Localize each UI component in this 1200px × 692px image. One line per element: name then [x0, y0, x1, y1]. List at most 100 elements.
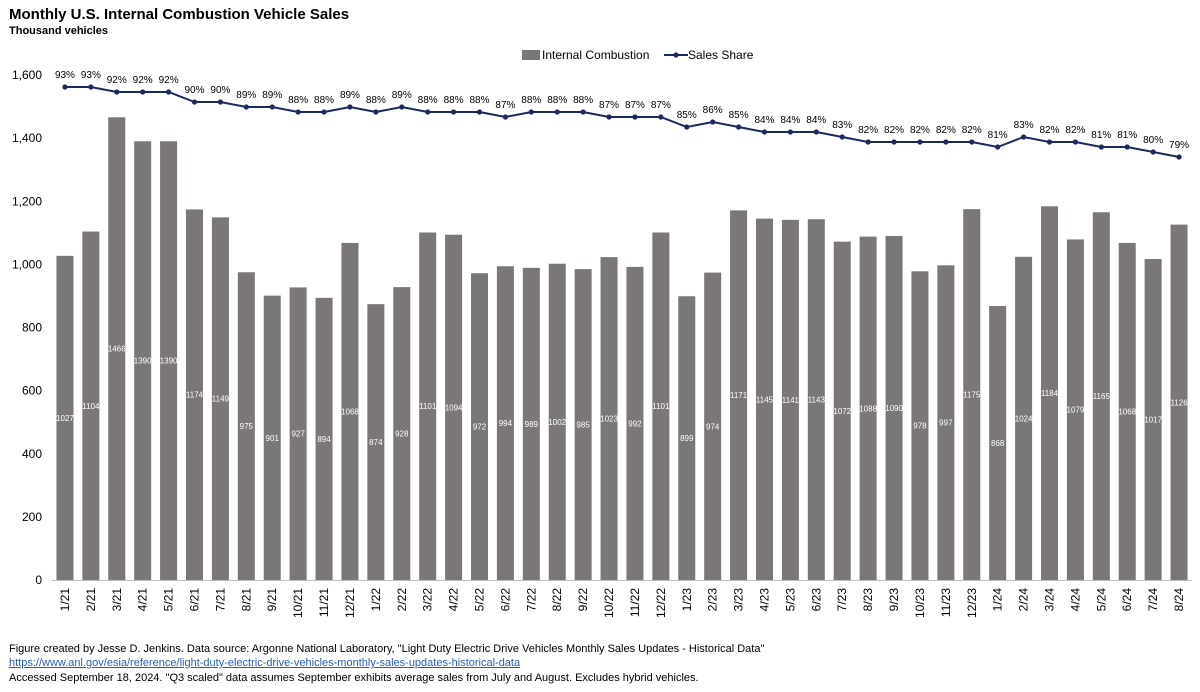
ice-bar [963, 209, 981, 580]
x-tick-label: 11/22 [628, 588, 642, 617]
bar-value-label: 1165 [1093, 392, 1111, 401]
sales-share-label: 82% [858, 125, 878, 136]
bar-value-label: 1390 [134, 357, 152, 366]
bar-value-label: 1174 [186, 391, 204, 400]
sales-share-label: 87% [495, 100, 515, 111]
bar-value-label: 1101 [419, 402, 437, 411]
x-tick-label: 5/21 [162, 588, 176, 612]
ice-bar [652, 232, 670, 580]
ice-bar [522, 267, 540, 580]
bar-value-label: 972 [473, 423, 487, 432]
bar-value-label: 985 [576, 421, 590, 430]
sales-share-point [347, 104, 353, 110]
x-tick-label: 4/22 [447, 588, 461, 612]
x-tick-label: 12/22 [654, 588, 668, 618]
sales-share-point [865, 139, 871, 145]
x-tick-label: 10/22 [602, 588, 616, 618]
sales-share-point [943, 139, 949, 145]
x-tick-label: 8/22 [550, 588, 564, 612]
sales-share-label: 93% [55, 70, 75, 81]
x-tick-label: 7/22 [524, 588, 538, 612]
footer-source-text: Figure created by Jesse D. Jenkins. Data… [9, 643, 765, 655]
sales-share-label: 84% [806, 115, 826, 126]
y-tick-label: 400 [22, 447, 42, 461]
sales-share-point [839, 134, 845, 140]
bar-value-label: 1017 [1144, 416, 1162, 425]
bar-value-label: 1149 [212, 395, 230, 404]
bar-value-label: 974 [706, 422, 720, 431]
bar-value-label: 1175 [963, 391, 981, 400]
sales-share-label: 82% [1065, 125, 1085, 136]
bar-value-label: 927 [291, 430, 305, 439]
sales-share-label: 92% [107, 75, 127, 86]
sales-share-point [217, 99, 224, 105]
x-tick-label: 6/21 [188, 588, 202, 612]
bar-value-label: 928 [395, 430, 409, 439]
sales-share-point [554, 109, 560, 115]
sales-share-label: 88% [418, 95, 438, 106]
bar-value-label: 1079 [1067, 406, 1085, 415]
y-tick-label: 1,400 [12, 131, 42, 145]
legend-ice-label: Internal Combustion [542, 48, 649, 62]
sales-share-line [64, 86, 1180, 158]
sales-share-label: 82% [884, 125, 904, 136]
sales-share-point [165, 89, 172, 95]
sales-share-label: 93% [81, 70, 101, 81]
ice-bar [211, 217, 229, 581]
sales-share-point [321, 109, 327, 115]
x-tick-label: 10/21 [291, 588, 305, 618]
sales-share-label: 87% [625, 100, 645, 111]
sales-share-point [658, 114, 664, 120]
x-tick-label: 2/22 [395, 588, 409, 612]
ice-bar [1118, 242, 1136, 580]
sales-share-point [684, 124, 690, 130]
bar-value-label: 901 [266, 434, 280, 443]
ice-bar [937, 265, 955, 580]
x-tick-label: 1/21 [58, 588, 72, 612]
bar-value-label: 1466 [108, 345, 126, 354]
sales-share-point [1046, 139, 1053, 145]
sales-share-point [813, 129, 819, 135]
x-tick-label: 1/24 [991, 588, 1005, 612]
sales-share-label: 88% [469, 95, 489, 106]
x-tick-label: 6/23 [809, 588, 823, 612]
bar-value-label: 1143 [808, 396, 826, 405]
x-tick-label: 7/21 [213, 588, 227, 612]
ice-bar [548, 263, 566, 580]
bar-value-label: 1090 [885, 404, 903, 413]
y-tick-label: 0 [35, 573, 42, 587]
ice-bar [1041, 206, 1058, 581]
x-tick-label: 5/22 [473, 588, 487, 612]
legend-share-marker [673, 52, 679, 58]
x-tick-label: 9/23 [887, 588, 901, 612]
sales-share-point [710, 119, 716, 125]
bar-value-label: 997 [939, 419, 953, 428]
ice-bar [600, 257, 618, 580]
sales-share-label: 85% [677, 110, 697, 121]
x-tick-label: 8/24 [1172, 588, 1186, 612]
sales-share-point [140, 89, 146, 95]
x-tick-label: 2/23 [706, 588, 720, 612]
x-tick-label: 11/23 [939, 588, 953, 617]
sales-share-label: 83% [1014, 120, 1034, 131]
bar-value-label: 992 [628, 419, 642, 428]
bar-value-label: 1141 [782, 396, 800, 405]
sales-share-point [269, 104, 275, 110]
ice-bar [367, 304, 385, 580]
bar-value-label: 1184 [1041, 389, 1059, 398]
sales-share-point [191, 99, 198, 105]
x-tick-label: 1/23 [680, 588, 694, 612]
bar-value-label: 1094 [445, 403, 463, 412]
bar-value-label: 1145 [756, 395, 774, 404]
bar-value-label: 1104 [82, 402, 100, 411]
sales-share-label: 83% [832, 120, 852, 131]
x-tick-label: 7/24 [1146, 588, 1160, 612]
x-tick-label: 1/22 [369, 588, 383, 612]
x-tick-label: 3/22 [421, 588, 435, 612]
y-tick-label: 1,000 [12, 257, 42, 271]
bar-value-label: 978 [913, 422, 927, 431]
sales-share-point [502, 114, 509, 120]
footer-source-link[interactable]: https://www.anl.gov/esia/reference/light… [9, 657, 521, 669]
ice-bar [341, 242, 359, 580]
x-tick-label: 9/21 [265, 588, 279, 612]
